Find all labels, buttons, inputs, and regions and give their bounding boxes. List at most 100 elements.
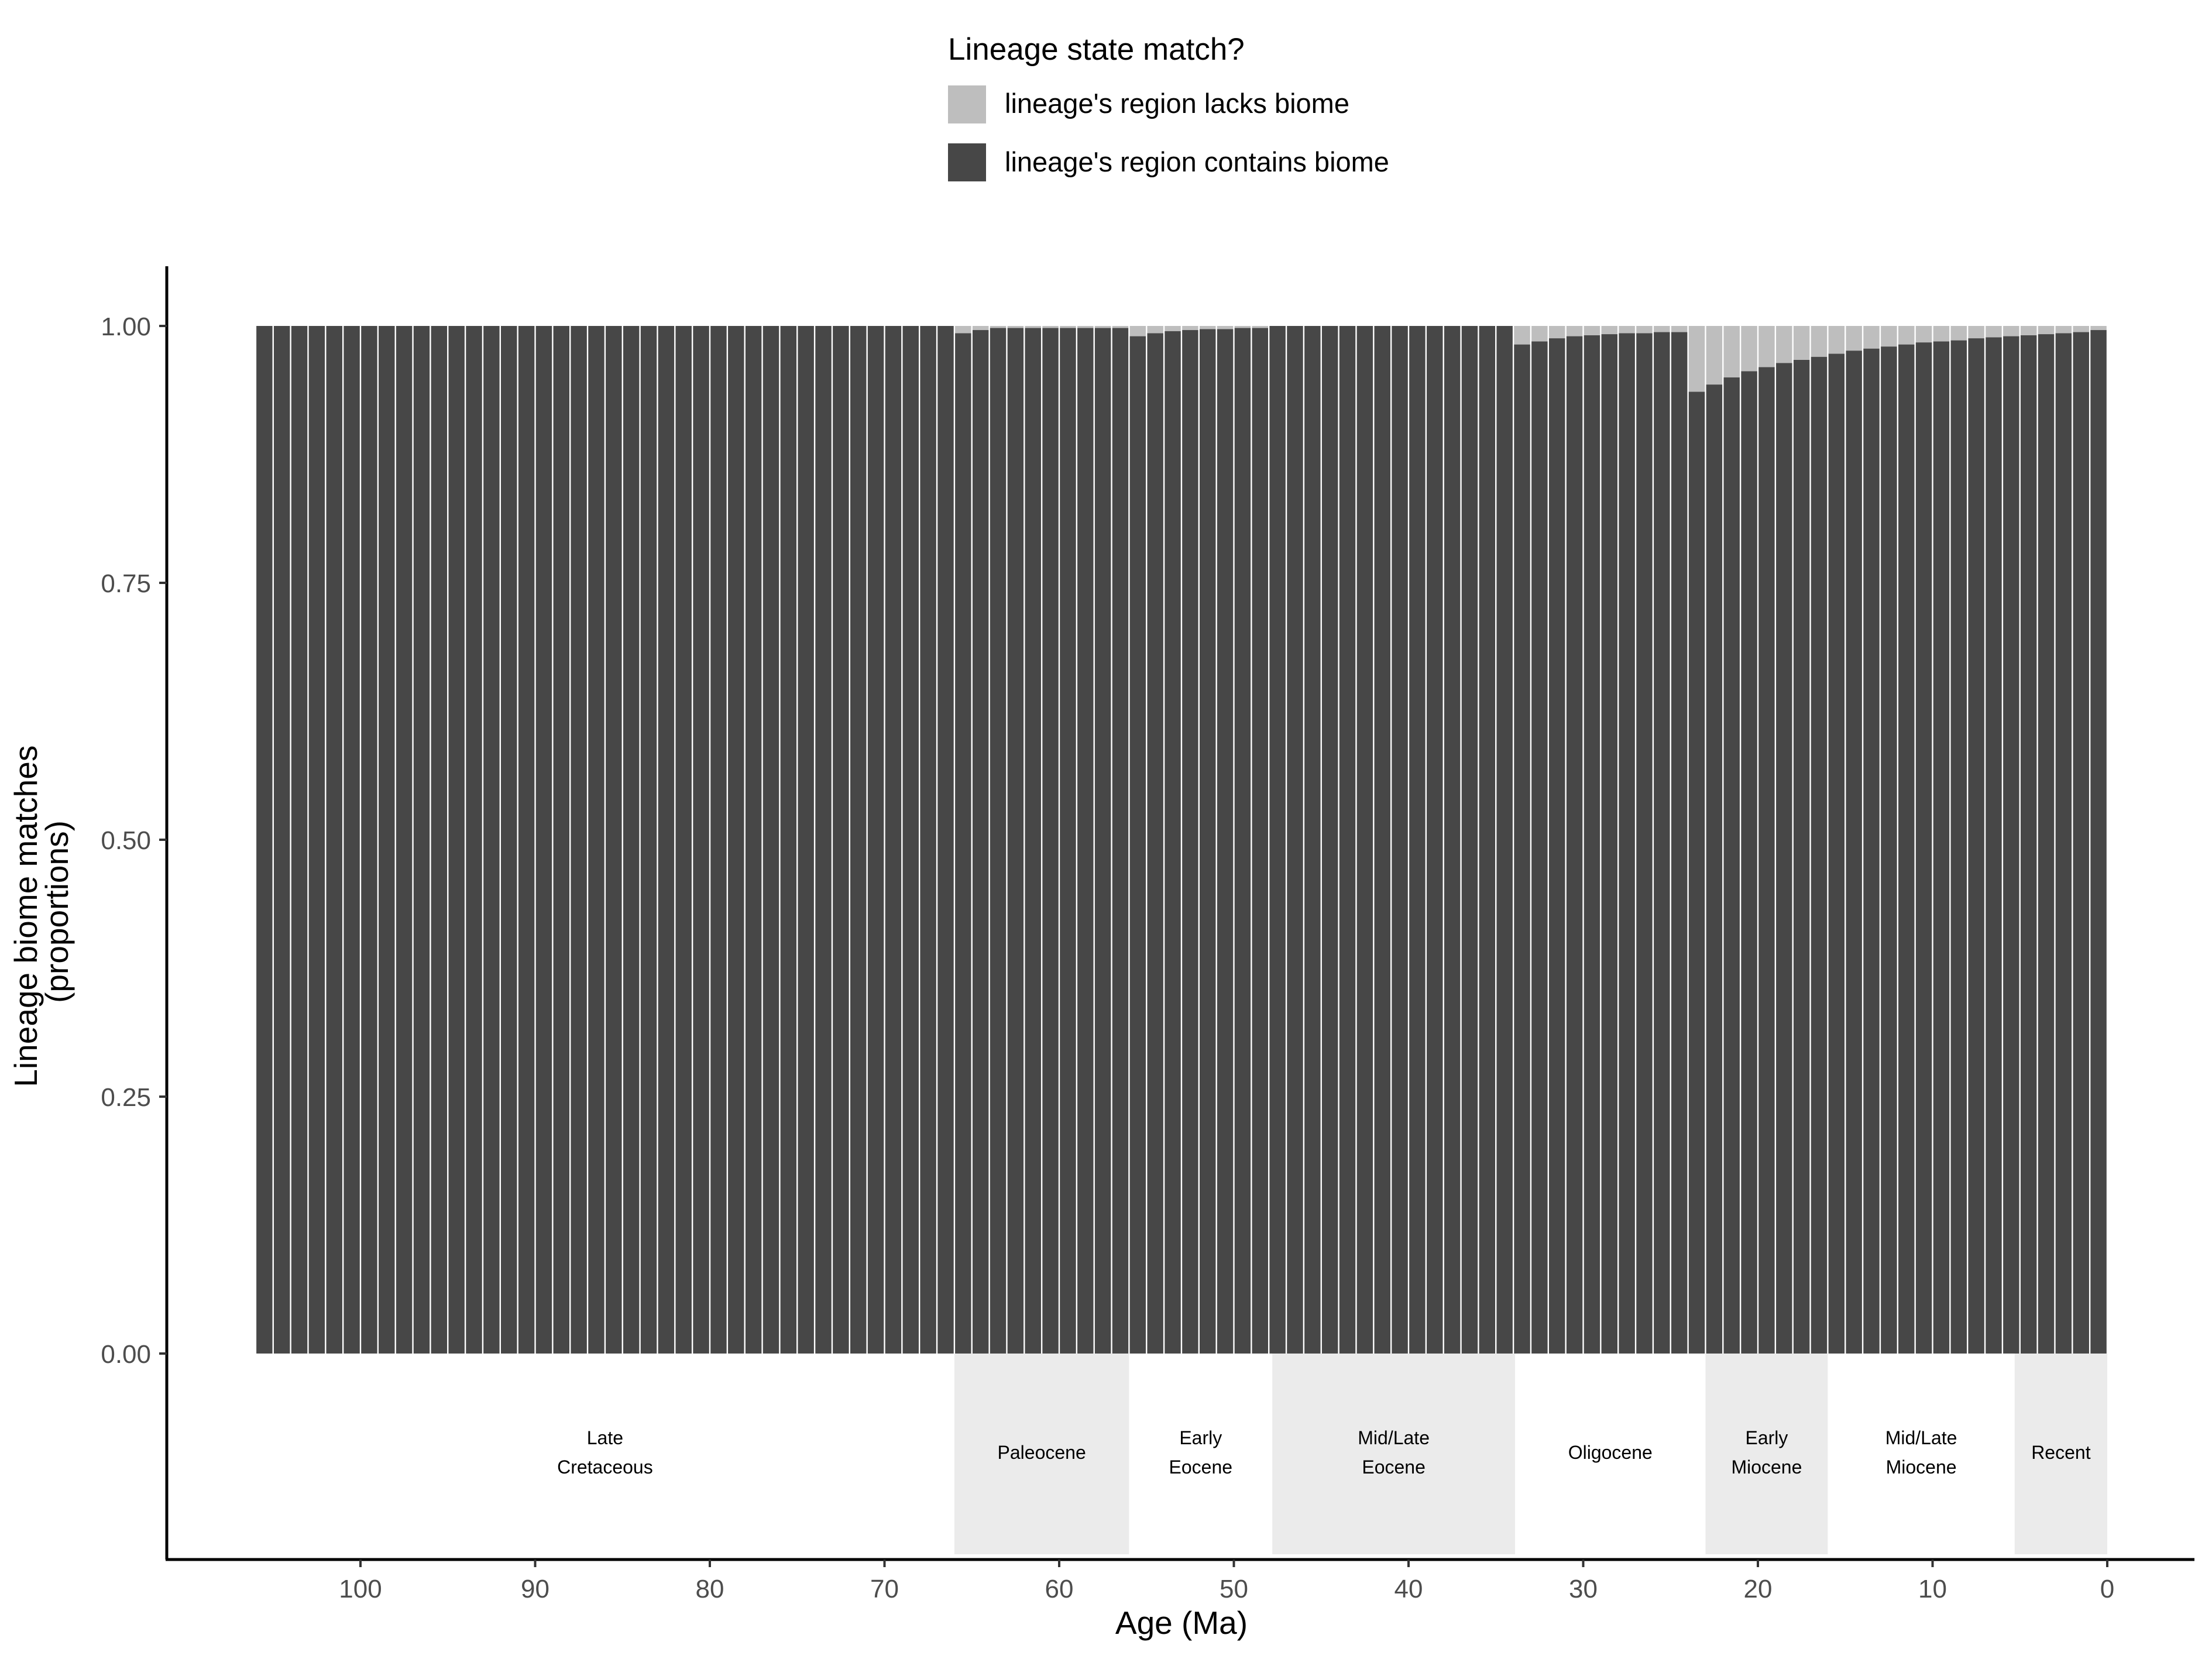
epoch-label-line: Miocene (1731, 1457, 1802, 1478)
bar-contains-43 (1339, 326, 1356, 1354)
bar-contains-81 (675, 326, 692, 1354)
bar-lacks-48 (1252, 326, 1268, 328)
epoch-label-6: Mid/Late Miocene (1885, 1427, 1957, 1478)
bar-lacks-59 (1060, 326, 1076, 328)
x-tick-label: 20 (1744, 1575, 1773, 1603)
bar-lacks-55 (1129, 326, 1146, 336)
bar-contains-8 (1950, 340, 1967, 1354)
bar-contains-91 (501, 326, 517, 1354)
bar-contains-41 (1374, 326, 1390, 1354)
bar-lacks-11 (1898, 326, 1915, 345)
bar-contains-93 (466, 326, 482, 1354)
epoch-band-7 (2014, 1354, 2107, 1554)
bar-contains-99 (361, 326, 377, 1354)
bar-contains-97 (396, 326, 413, 1354)
x-axis-title: Age (Ma) (1115, 1605, 1248, 1641)
bar-contains-60 (1042, 328, 1059, 1354)
bar-contains-51 (1200, 329, 1216, 1354)
legend-swatch-contains (948, 143, 986, 181)
bar-contains-37 (1444, 326, 1461, 1354)
bar-lacks-12 (1881, 326, 1897, 347)
x-tick-label: 30 (1569, 1575, 1598, 1603)
bar-contains-5 (2003, 336, 2019, 1354)
bar-lacks-32 (1531, 326, 1548, 342)
bar-contains-21 (1723, 377, 1740, 1354)
bar-lacks-17 (1793, 326, 1810, 360)
epoch-label-1: Paleocene (998, 1442, 1086, 1463)
bar-lacks-19 (1758, 326, 1775, 367)
bar-contains-20 (1741, 371, 1757, 1354)
bar-lacks-21 (1723, 326, 1740, 377)
bar-lacks-7 (1968, 326, 1984, 339)
axes: 0.000.250.500.751.00 100 90 80 70 60 50 40 30 20… (101, 266, 2194, 1603)
bar-contains-74 (798, 326, 814, 1354)
bar-contains-10 (1915, 342, 1932, 1354)
y-tick-label: 0.00 (101, 1340, 151, 1369)
bar-lacks-52 (1182, 326, 1198, 331)
y-tick-label: 1.00 (101, 312, 151, 341)
x-tick-label: 70 (870, 1575, 899, 1603)
bar-contains-34 (1496, 326, 1513, 1354)
bar-lacks-49 (1234, 326, 1251, 328)
epoch-label-7: Recent (2031, 1442, 2091, 1463)
bar-contains-6 (1986, 337, 2002, 1354)
bar-contains-70 (867, 326, 884, 1354)
x-tick-label: 50 (1220, 1575, 1248, 1603)
bar-contains-13 (1863, 348, 1880, 1354)
bar-contains-45 (1304, 326, 1321, 1354)
bar-contains-33 (1514, 344, 1530, 1354)
epoch-band-1 (954, 1354, 1129, 1554)
epoch-label-2: Early Eocene (1169, 1427, 1233, 1478)
x-tick-label: 60 (1045, 1575, 1074, 1603)
bar-contains-62 (1007, 328, 1024, 1354)
bar-lacks-30 (1566, 326, 1583, 336)
bar-contains-28 (1601, 334, 1617, 1354)
bar-contains-1 (2073, 332, 2089, 1354)
x-tick-label: 10 (1918, 1575, 1947, 1603)
bar-contains-95 (431, 326, 448, 1354)
bar-contains-98 (379, 326, 395, 1354)
bar-contains-65 (955, 333, 971, 1354)
bar-lacks-14 (1846, 326, 1862, 351)
bar-contains-82 (658, 326, 675, 1354)
bar-contains-59 (1060, 328, 1076, 1354)
bar-lacks-0 (2090, 326, 2107, 331)
bar-contains-96 (413, 326, 430, 1354)
x-tick-label: 40 (1394, 1575, 1423, 1603)
legend: Lineage state match? lineage's region la… (948, 32, 1389, 181)
bar-contains-18 (1776, 363, 1792, 1354)
bar-contains-68 (902, 326, 919, 1354)
bar-contains-25 (1654, 332, 1670, 1354)
bar-contains-23 (1688, 391, 1705, 1354)
bar-lacks-60 (1042, 326, 1059, 328)
bar-contains-103 (291, 326, 308, 1354)
bar-contains-16 (1811, 356, 1828, 1354)
bar-contains-76 (762, 326, 779, 1354)
legend-label-lacks: lineage's region lacks biome (1005, 88, 1349, 119)
bar-contains-24 (1671, 332, 1688, 1354)
bar-contains-63 (990, 328, 1007, 1354)
bar-contains-15 (1828, 353, 1845, 1354)
bar-contains-55 (1129, 336, 1146, 1354)
bar-contains-64 (972, 330, 989, 1354)
bar-contains-53 (1165, 331, 1181, 1354)
epoch-label-line: Early (1179, 1427, 1222, 1448)
bar-contains-17 (1793, 359, 1810, 1354)
bar-lacks-50 (1217, 326, 1234, 329)
bar-contains-94 (448, 326, 465, 1354)
bar-contains-39 (1409, 326, 1426, 1354)
bar-lacks-56 (1112, 326, 1129, 328)
y-axis-title-line-1: Lineage biome matches (8, 746, 44, 1087)
bar-contains-9 (1933, 341, 1950, 1354)
bar-contains-102 (308, 326, 325, 1354)
epoch-label-line: Paleocene (998, 1442, 1086, 1463)
bar-lacks-15 (1828, 326, 1845, 354)
bar-contains-85 (606, 326, 622, 1354)
bar-contains-90 (518, 326, 535, 1354)
epoch-label-line: Cretaceous (557, 1457, 653, 1478)
bar-lacks-9 (1933, 326, 1950, 342)
bar-contains-89 (535, 326, 552, 1354)
epoch-label-line: Recent (2031, 1442, 2091, 1463)
epoch-bands (954, 1354, 2107, 1554)
